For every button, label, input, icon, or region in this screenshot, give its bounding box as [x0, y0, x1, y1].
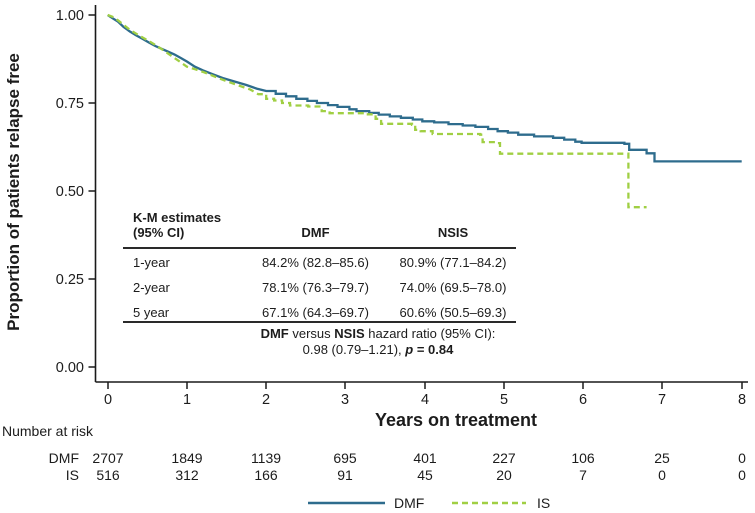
km-row-label: 2-year: [133, 280, 170, 295]
risk-row-label-dmf: DMF: [48, 450, 79, 466]
risk-value: 1849: [171, 450, 203, 466]
x-axis-title: Years on treatment: [375, 410, 537, 430]
y-tick-label: 0.00: [56, 360, 84, 376]
hazard-nsis: NSIS: [334, 326, 365, 341]
km-row-1year: 1-year 84.2% (82.8–85.6) 80.9% (77.1–84.…: [123, 249, 516, 274]
hazard-dmf: DMF: [260, 326, 289, 341]
km-header-estimates: K-M estimates (95% CI): [133, 210, 222, 240]
km-table-header: K-M estimates (95% CI) DMF NSIS: [123, 206, 516, 247]
hazard-text: hazard ratio (95% CI):: [364, 326, 496, 341]
risk-value: 1139: [250, 450, 282, 466]
risk-value: 401: [413, 450, 437, 466]
km-table-rule-top: [123, 247, 516, 249]
x-tick-label: 8: [738, 392, 746, 408]
y-tick-label: 0.25: [56, 272, 84, 288]
x-axis-ticks: [107, 382, 743, 389]
km-nsis-value: 60.6% (50.5–69.3): [399, 305, 507, 320]
legend-is-label: IS: [537, 495, 550, 511]
km-nsis-value: 80.9% (77.1–84.2): [399, 255, 507, 270]
km-row-5year: 5 year 67.1% (64.3–69.7) 60.6% (50.5–69.…: [123, 299, 516, 321]
risk-value: 7: [579, 467, 587, 483]
risk-value: 0: [738, 467, 746, 483]
hazard-value: 0.98 (0.79–1.21),: [302, 341, 406, 357]
x-tick-label: 5: [500, 392, 508, 408]
y-axis-tick-labels: 1.00 0.75 0.50 0.25 0.00: [56, 8, 84, 376]
km-dmf-value: 84.2% (82.8–85.6): [262, 255, 369, 270]
hazard-ratio-note: DMF versus NSIS hazard ratio (95% CI): 0…: [240, 326, 516, 357]
number-at-risk-title: Number at risk: [2, 423, 94, 439]
x-tick-label: 3: [341, 392, 349, 408]
hazard-p-value: = 0.84: [413, 341, 454, 357]
hazard-p-symbol: p: [405, 341, 414, 357]
km-dmf-value: 78.1% (76.3–79.7): [262, 280, 369, 295]
x-tick-label: 1: [183, 392, 191, 408]
x-tick-label: 4: [421, 392, 429, 408]
risk-value: 106: [571, 450, 595, 466]
is-curve: [107, 13, 647, 209]
risk-row-label-is: IS: [65, 467, 79, 483]
y-axis-title: Proportion of patients relapse free: [4, 53, 23, 331]
risk-value: 227: [492, 450, 516, 466]
km-dmf-value: 67.1% (64.3–69.7): [262, 305, 369, 320]
km-table-rule-bottom: [123, 321, 516, 323]
km-header-dmf: DMF: [301, 225, 330, 240]
risk-value: 516: [96, 467, 120, 483]
x-axis-tick-labels: 0 1 2 3 4 5 6 7 8: [104, 392, 746, 408]
risk-value: 695: [333, 450, 357, 466]
risk-value: 312: [175, 467, 199, 483]
risk-value: 0: [738, 450, 746, 466]
x-tick-label: 6: [579, 392, 587, 408]
hazard-text: versus: [288, 326, 335, 341]
km-row-label: 5 year: [133, 305, 170, 320]
x-tick-label: 0: [104, 392, 112, 408]
y-axis-ticks: [88, 14, 96, 368]
x-tick-label: 7: [658, 392, 666, 408]
y-tick-label: 1.00: [56, 8, 84, 24]
km-estimates-table: K-M estimates (95% CI) DMF NSIS 1-year 8…: [123, 206, 516, 357]
risk-value: 91: [337, 467, 353, 483]
risk-value: 2707: [92, 450, 124, 466]
legend: DMF IS: [308, 495, 550, 511]
risk-value: 20: [496, 467, 512, 483]
dmf-curve: [107, 14, 742, 163]
km-nsis-value: 74.0% (69.5–78.0): [399, 280, 507, 295]
y-tick-label: 0.50: [56, 184, 84, 200]
legend-dmf-label: DMF: [394, 495, 424, 511]
y-tick-label: 0.75: [56, 96, 84, 112]
x-tick-label: 2: [262, 392, 270, 408]
risk-value: 45: [417, 467, 433, 483]
km-header-nsis: NSIS: [437, 225, 469, 240]
risk-value: 25: [654, 450, 670, 466]
km-row-2year: 2-year 78.1% (76.3–79.7) 74.0% (69.5–78.…: [123, 274, 516, 299]
risk-value: 0: [658, 467, 666, 483]
km-row-label: 1-year: [133, 255, 170, 270]
risk-value: 166: [254, 467, 278, 483]
